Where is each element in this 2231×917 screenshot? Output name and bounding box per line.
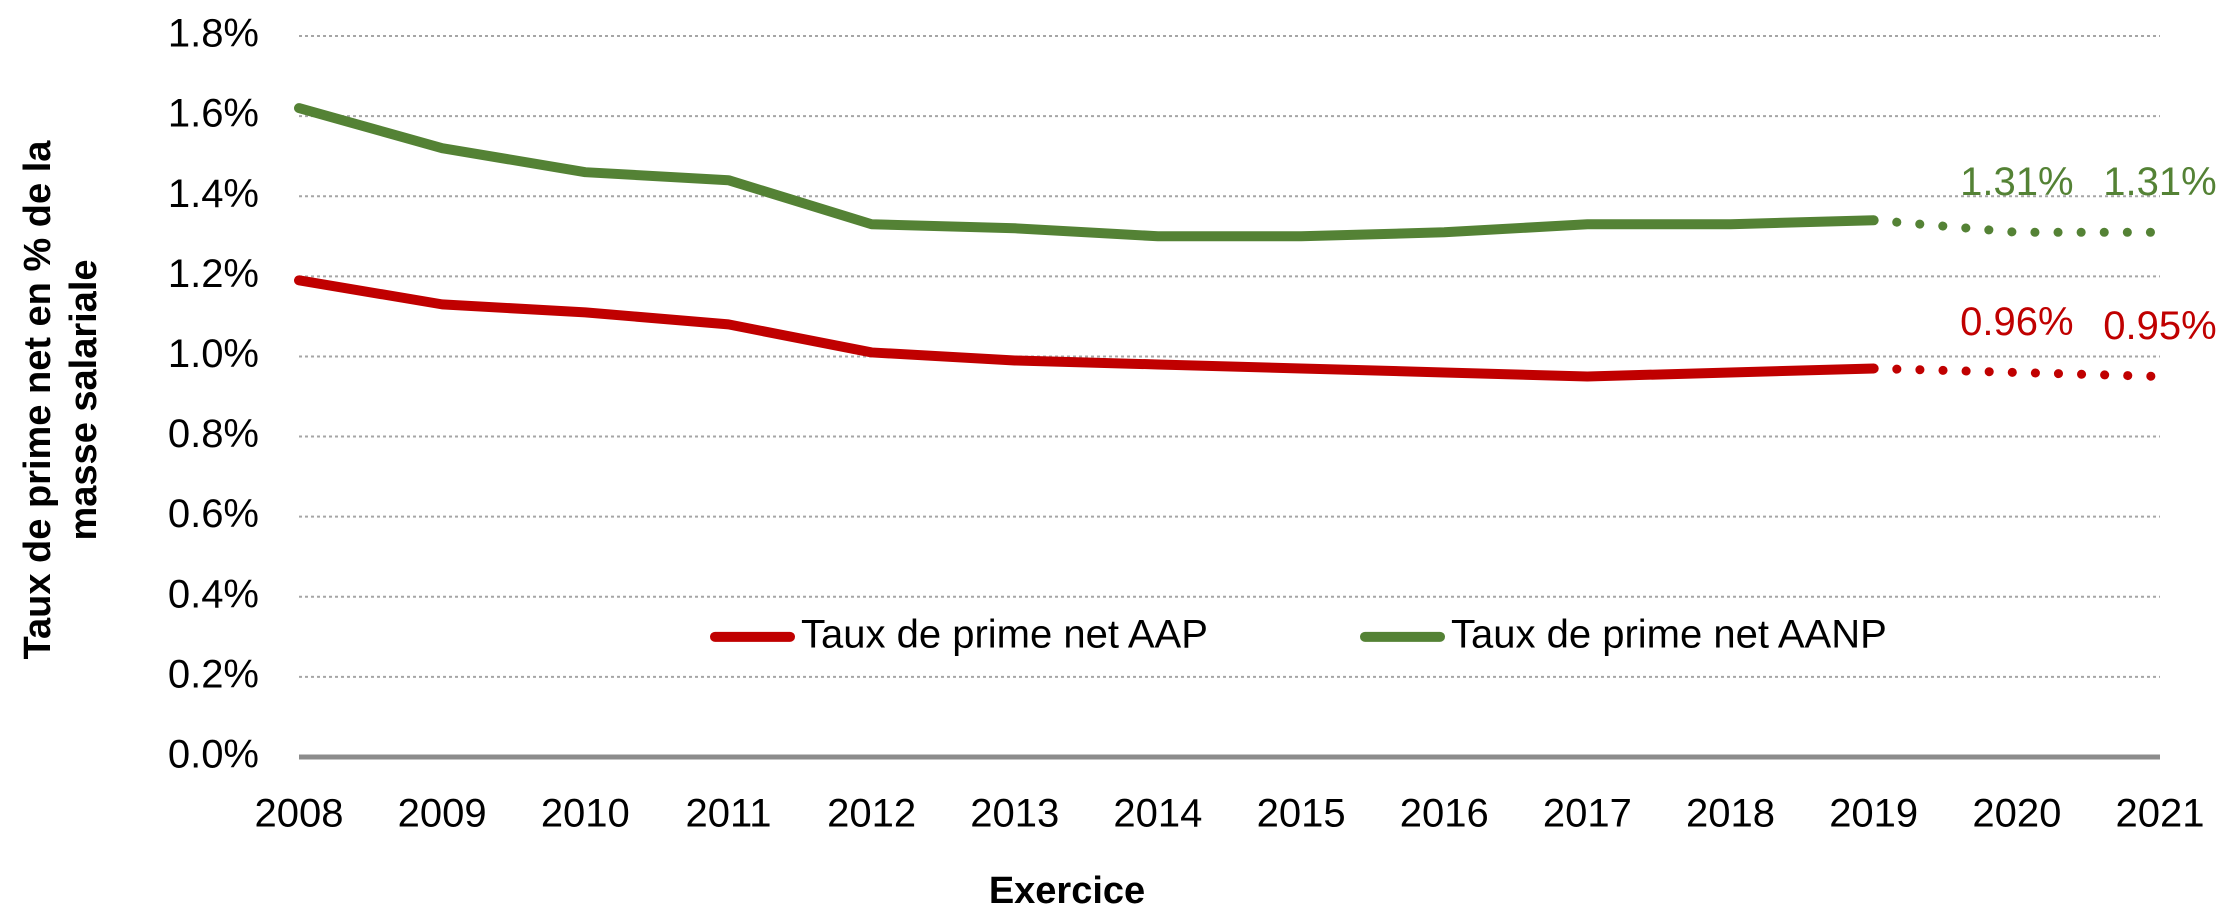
data-label: 1.31%: [1960, 160, 2073, 204]
y-tick-label: 1.4%: [168, 172, 259, 216]
y-tick-label: 1.8%: [168, 12, 259, 56]
y-axis-title-line: Taux de prime net en % de la: [17, 140, 59, 660]
x-tick-label: 2010: [541, 792, 630, 836]
line: [294, 275, 1879, 382]
forecast-line: [1869, 215, 2165, 237]
data-label: 0.96%: [1960, 300, 2073, 344]
data-label: 0.95%: [2103, 304, 2216, 348]
y-tick-label: 1.6%: [168, 92, 259, 136]
x-tick-label: 2016: [1400, 792, 1489, 836]
x-tick-label: 2009: [398, 792, 487, 836]
y-tick-label: 0.2%: [168, 652, 259, 696]
forecast-line: [1869, 363, 2165, 381]
x-tick-label: 2012: [827, 792, 916, 836]
x-tick-label: 2019: [1829, 792, 1918, 836]
x-tick-label: 2020: [1972, 792, 2061, 836]
y-axis-title: Taux de prime net en % de la masse salar…: [17, 140, 105, 660]
x-tick-label: 2008: [255, 792, 344, 836]
y-tick-label: 0.8%: [168, 412, 259, 456]
line: [294, 103, 1879, 242]
x-tick-label: 2018: [1686, 792, 1775, 836]
y-tick-label: 1.2%: [168, 252, 259, 296]
y-tick-label: 1.0%: [168, 332, 259, 376]
y-axis-title-line: masse salariale: [63, 259, 105, 540]
x-tick-label: 2011: [685, 792, 771, 836]
x-tick-label: 2013: [970, 792, 1059, 836]
legend-label: Taux de prime net AAP: [801, 612, 1208, 656]
y-tick-label: 0.4%: [168, 572, 259, 616]
x-axis-title: Exercice: [989, 870, 1145, 912]
y-tick-label: 0.6%: [168, 492, 259, 536]
x-tick-label: 2017: [1543, 792, 1632, 836]
x-tick-label: 2014: [1113, 792, 1202, 836]
x-tick-label: 2015: [1257, 792, 1346, 836]
y-tick-label: 0.0%: [168, 733, 259, 777]
data-label: 1.31%: [2103, 160, 2216, 204]
legend-label: Taux de prime net AANP: [1451, 612, 1887, 656]
x-tick-label: 2021: [2116, 792, 2205, 836]
